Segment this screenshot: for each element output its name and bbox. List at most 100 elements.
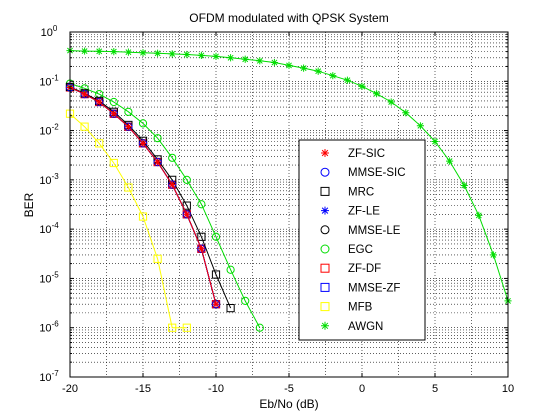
y-tick-exponent: -6: [52, 320, 60, 329]
y-tick-exponent: -3: [52, 172, 60, 181]
data-point-star: [358, 82, 366, 90]
data-point-star: [197, 245, 205, 253]
data-point-star: [110, 110, 118, 118]
data-point-star: [241, 55, 249, 63]
data-point-star: [373, 90, 381, 98]
data-point-star: [95, 47, 103, 55]
data-point-circle: [320, 167, 330, 177]
data-point-star: [321, 321, 329, 330]
data-point-star: [183, 210, 191, 218]
data-point-circle: [320, 244, 330, 254]
data-point-star: [321, 206, 329, 215]
data-point-star: [256, 57, 264, 65]
y-tick-exponent: -2: [52, 123, 60, 132]
data-point-star: [329, 72, 337, 80]
data-point-circle: [153, 134, 162, 143]
data-point-star: [81, 47, 89, 55]
data-point-star: [460, 181, 468, 190]
data-point-circle: [211, 232, 221, 241]
data-point-square: [109, 158, 118, 168]
legend-box: [298, 139, 426, 341]
data-point-star: [81, 90, 89, 98]
axis-ticks: -20 -15 -10 -5 0 5 1010010-110-210-310-410-510…: [39, 24, 514, 395]
x-tick-label: -5: [284, 383, 294, 395]
data-point-square: [182, 201, 191, 210]
data-point-star: [212, 52, 220, 60]
data-point-square: [211, 270, 221, 279]
legend-label: MRC: [348, 186, 374, 198]
legend-label: MMSE-LE: [348, 225, 401, 237]
data-point-star: [110, 48, 118, 56]
legend-label: EGC: [348, 244, 373, 256]
legend-label: ZF-SIC: [348, 148, 385, 160]
x-tick-label: 0: [359, 383, 365, 395]
x-tick-label: -20: [62, 383, 78, 395]
data-point-square: [226, 304, 235, 313]
data-point-circle: [197, 200, 206, 209]
data-point-star: [402, 109, 410, 117]
data-point-square: [320, 263, 330, 273]
series-layer: [65, 46, 512, 332]
legend-label: MMSE-ZF: [348, 282, 400, 294]
x-tick-label: 5: [432, 383, 438, 395]
legend-label: AWGN: [348, 321, 383, 333]
data-point-star: [124, 48, 132, 56]
data-point-star: [124, 123, 132, 131]
data-point-star: [154, 158, 162, 166]
data-point-circle: [182, 175, 191, 184]
series-line: [69, 113, 187, 329]
data-point-square: [320, 302, 330, 312]
chart-title: OFDM modulated with QPSK System: [189, 11, 388, 25]
data-point-square: [182, 323, 191, 332]
data-point-star: [183, 50, 191, 59]
data-point-circle: [168, 153, 177, 162]
data-point-star: [475, 211, 483, 220]
data-point-star: [300, 64, 308, 72]
series-line: [69, 83, 261, 328]
legend-label: ZF-DF: [348, 263, 381, 275]
legend-label: ZF-LE: [348, 206, 380, 218]
data-point-star: [95, 98, 103, 106]
data-point-circle: [138, 119, 148, 128]
data-point-star: [168, 50, 176, 58]
x-tick-label: -15: [135, 383, 151, 395]
data-point-star: [314, 67, 322, 75]
data-point-circle: [320, 225, 330, 235]
data-point-star: [139, 49, 147, 57]
y-axis-label: BER: [22, 192, 36, 217]
x-axis-label: Eb/No (dB): [259, 397, 318, 411]
legend-label: MFB: [348, 302, 373, 314]
data-point-star: [489, 251, 497, 259]
data-point-star: [139, 139, 147, 147]
data-point-square: [320, 186, 330, 196]
data-point-star: [227, 54, 235, 62]
y-tick-exponent: -7: [52, 369, 60, 378]
data-point-circle: [241, 296, 250, 305]
data-point-circle: [124, 107, 133, 116]
data-point-circle: [255, 323, 264, 332]
data-point-circle: [226, 265, 235, 274]
x-tick-label: -10: [208, 383, 224, 395]
data-point-star: [431, 137, 439, 146]
data-point-star: [446, 157, 454, 165]
legend-label: MMSE-SIC: [348, 167, 406, 179]
data-point-square: [138, 212, 148, 221]
data-point-square: [124, 183, 133, 192]
data-point-star: [168, 181, 176, 189]
series-awgn: [66, 46, 512, 305]
series-mfb: [65, 109, 191, 332]
data-point-star: [197, 51, 205, 60]
data-point-star: [154, 49, 162, 57]
data-point-square: [95, 139, 104, 148]
data-point-circle: [109, 97, 118, 107]
y-tick-exponent: 0: [53, 24, 58, 33]
data-point-star: [270, 58, 278, 67]
data-point-star: [343, 76, 351, 84]
data-point-square: [168, 323, 177, 332]
data-point-star: [212, 300, 220, 308]
x-tick-label: 10: [502, 383, 514, 395]
data-point-star: [387, 98, 395, 106]
y-tick-exponent: -4: [52, 221, 60, 230]
legend: ZF-SIC MMSE-SIC MRC ZF-LE MMSE-LE EGC ZF-DF MMS…: [298, 139, 426, 341]
data-point-square: [197, 232, 206, 241]
